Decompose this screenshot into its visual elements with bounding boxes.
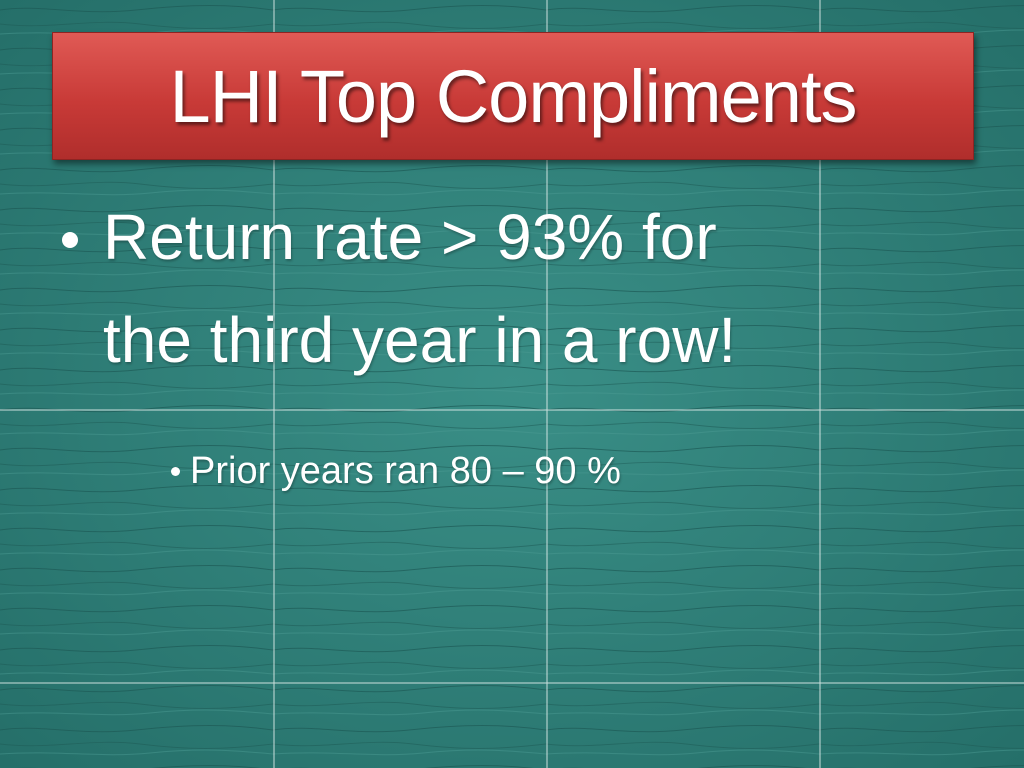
title: LHI Top Compliments: [169, 54, 857, 138]
bullet-text: Return rate > 93% for: [103, 201, 717, 273]
title-banner: LHI Top Compliments: [52, 32, 974, 160]
sub-bullet-text: Prior years ran 80 – 90 %: [190, 450, 621, 492]
bullet-text: the third year in a row!: [103, 304, 737, 376]
sub-bullet: [171, 467, 180, 476]
bullet: [62, 232, 78, 248]
